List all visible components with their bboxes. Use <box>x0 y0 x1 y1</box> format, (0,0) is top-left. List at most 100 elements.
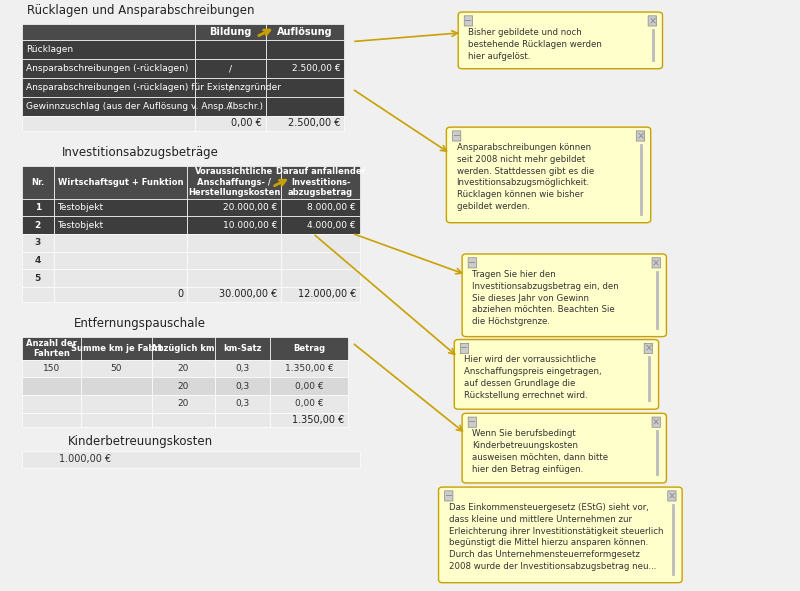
Text: Das Einkommensteuergesetz (EStG) sieht vor,
dass kleine und mittlere Unternehmen: Das Einkommensteuergesetz (EStG) sieht v… <box>449 503 663 571</box>
Bar <box>22 24 195 40</box>
Bar <box>81 377 152 395</box>
Text: Testobjekt: Testobjekt <box>58 203 103 212</box>
Text: Voraussichtliche
Anschaffungs- /
Herstellungskosten: Voraussichtliche Anschaffungs- / Herstel… <box>188 167 281 197</box>
Bar <box>187 269 282 287</box>
Text: −: − <box>461 343 469 353</box>
Text: Wenn Sie berufsbedingt
Kinderbetreuungskosten
ausweisen möchten, dann bitte
hier: Wenn Sie berufsbedingt Kinderbetreuungsk… <box>472 429 609 473</box>
Bar <box>22 216 54 234</box>
Bar <box>22 413 81 427</box>
Bar <box>282 166 360 199</box>
Bar <box>81 395 152 413</box>
Bar <box>22 78 195 97</box>
Text: Rücklagen: Rücklagen <box>26 46 73 54</box>
Text: Abzüglich km: Abzüglich km <box>151 344 215 353</box>
Text: 0,3: 0,3 <box>235 364 250 373</box>
Bar <box>195 59 266 78</box>
Text: −: − <box>468 417 477 427</box>
Text: 5: 5 <box>34 274 41 282</box>
Bar <box>152 337 214 360</box>
Bar <box>22 59 195 78</box>
Text: Anzahl der
Fahrten: Anzahl der Fahrten <box>26 339 77 358</box>
Bar <box>195 97 266 116</box>
Bar <box>266 116 344 131</box>
Text: Gewinnzuschlag (aus der Auflösung v. Ansp.Abschr.): Gewinnzuschlag (aus der Auflösung v. Ans… <box>26 102 263 111</box>
Text: 0: 0 <box>177 290 183 300</box>
Text: 3: 3 <box>34 238 41 247</box>
Text: 12.000,00 €: 12.000,00 € <box>298 290 356 300</box>
Bar <box>282 199 360 216</box>
Bar <box>266 40 344 59</box>
Bar <box>282 216 360 234</box>
Text: Ansparabschreibungen (-rücklagen): Ansparabschreibungen (-rücklagen) <box>26 64 189 73</box>
Bar <box>22 166 54 199</box>
Bar <box>22 252 54 269</box>
Bar <box>266 97 344 116</box>
Text: 50: 50 <box>110 364 122 373</box>
Bar <box>270 395 348 413</box>
Bar <box>54 216 187 234</box>
FancyBboxPatch shape <box>438 487 682 583</box>
Bar <box>152 413 214 427</box>
Text: Auflösung: Auflösung <box>277 27 333 37</box>
Bar <box>54 269 187 287</box>
Text: /: / <box>229 83 232 92</box>
Bar <box>152 360 214 377</box>
Text: ×: × <box>648 16 656 26</box>
Text: Darauf anfallender
Investitions-
abzugsbetrag: Darauf anfallender Investitions- abzugsb… <box>276 167 366 197</box>
Bar <box>214 395 270 413</box>
Bar <box>282 234 360 252</box>
Bar <box>22 360 81 377</box>
Bar <box>22 451 360 467</box>
Bar <box>214 360 270 377</box>
Bar <box>187 166 282 199</box>
Text: 4: 4 <box>34 256 41 265</box>
Text: 0,00 €: 0,00 € <box>294 400 323 408</box>
Text: km-Satz: km-Satz <box>223 344 262 353</box>
Bar <box>81 413 152 427</box>
Text: Ansparabschreibungen (-rücklagen) für Existenzgründer: Ansparabschreibungen (-rücklagen) für Ex… <box>26 83 281 92</box>
Bar <box>214 377 270 395</box>
Bar <box>54 199 187 216</box>
Text: 0,3: 0,3 <box>235 382 250 391</box>
Bar <box>195 24 266 40</box>
Bar <box>22 269 54 287</box>
Bar <box>22 97 195 116</box>
Text: 30.000,00 €: 30.000,00 € <box>219 290 278 300</box>
Text: 0,00 €: 0,00 € <box>231 118 262 128</box>
Text: ×: × <box>644 343 653 353</box>
Text: 20: 20 <box>178 382 189 391</box>
Bar <box>266 24 344 40</box>
Bar <box>54 287 187 302</box>
Bar <box>152 377 214 395</box>
Bar <box>214 337 270 360</box>
Text: 0,00 €: 0,00 € <box>294 382 323 391</box>
Text: Tragen Sie hier den
Investitionsabzugsbetrag ein, den
Sie dieses Jahr von Gewinn: Tragen Sie hier den Investitionsabzugsbe… <box>472 270 619 326</box>
Text: 1.350,00 €: 1.350,00 € <box>285 364 334 373</box>
Text: −: − <box>453 131 461 141</box>
Text: 10.000,00 €: 10.000,00 € <box>223 220 278 229</box>
Text: Entfernungspauschale: Entfernungspauschale <box>74 317 206 330</box>
Text: 150: 150 <box>43 364 60 373</box>
Bar <box>187 252 282 269</box>
Text: −: − <box>468 258 477 268</box>
Text: Summe km je Fahrt: Summe km je Fahrt <box>70 344 162 353</box>
Bar <box>214 413 270 427</box>
Bar <box>22 395 81 413</box>
Text: Hier wird der vorraussichtliche
Anschaffungspreis eingetragen,
auf dessen Grundl: Hier wird der vorraussichtliche Anschaff… <box>465 356 602 400</box>
Bar <box>22 116 195 131</box>
Text: −: − <box>464 16 473 26</box>
Bar <box>81 360 152 377</box>
Bar <box>266 78 344 97</box>
Bar <box>270 377 348 395</box>
Bar <box>22 234 54 252</box>
Text: Kinderbetreuungskosten: Kinderbetreuungskosten <box>68 435 213 448</box>
Bar <box>270 413 348 427</box>
Text: 0,3: 0,3 <box>235 400 250 408</box>
Text: 1.350,00 €: 1.350,00 € <box>292 415 344 425</box>
Text: Investitionsabzugsbeträge: Investitionsabzugsbeträge <box>62 146 218 159</box>
Text: ×: × <box>652 258 660 268</box>
Text: Rücklagen und Ansparabschreibungen: Rücklagen und Ansparabschreibungen <box>26 4 254 17</box>
Text: 20: 20 <box>178 364 189 373</box>
Bar <box>187 216 282 234</box>
Bar <box>187 199 282 216</box>
